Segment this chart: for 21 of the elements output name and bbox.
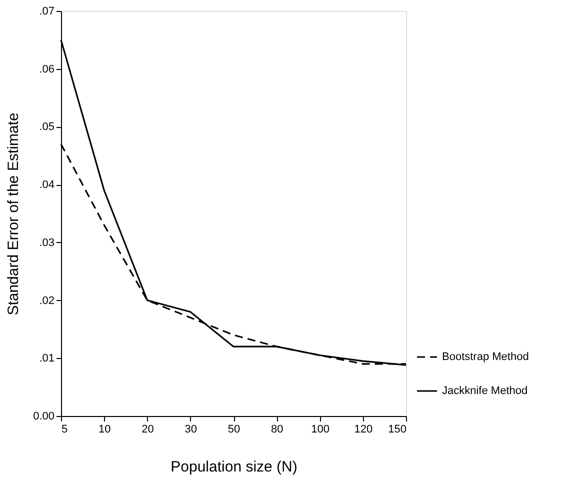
x-axis-title: Population size (N) — [170, 458, 298, 476]
y-tick-label: .04 — [39, 179, 54, 192]
legend-label: Bootstrap Method — [442, 351, 529, 363]
x-tick-label: 5 — [62, 424, 68, 436]
x-tick-label: 100 — [311, 424, 330, 436]
x-tick-label: 80 — [271, 424, 284, 436]
y-tick-label: .07 — [39, 6, 54, 18]
y-axis-title: Standard Error of the Estimate — [5, 112, 22, 316]
x-tick-label: 150 — [388, 424, 406, 436]
y-tick-label: .02 — [39, 294, 54, 307]
x-tick-label: 10 — [98, 424, 111, 436]
y-tick-label: .03 — [39, 236, 54, 249]
y-tick-label: .05 — [39, 121, 54, 134]
legend-label: Jackknife Method — [442, 385, 528, 397]
x-tick-label: 20 — [142, 424, 154, 436]
x-tick-label: 50 — [228, 424, 240, 436]
y-tick-label: .06 — [39, 63, 54, 76]
x-tick-label: 30 — [184, 424, 197, 436]
y-tick-label: .01 — [39, 352, 54, 365]
x-tick-label: 120 — [354, 424, 373, 436]
y-tick-label: 0.00 — [33, 410, 54, 422]
